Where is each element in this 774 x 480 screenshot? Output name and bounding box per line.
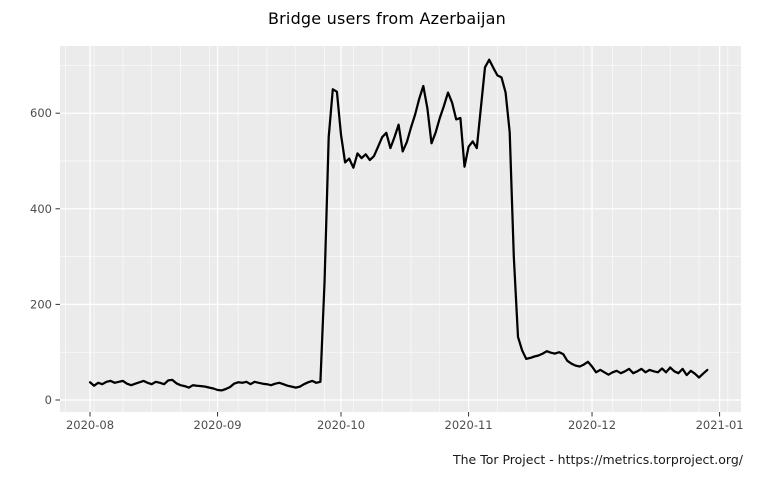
y-tick-label: 400 [30, 202, 52, 216]
x-tick-label: 2020-10 [317, 418, 365, 432]
y-tick-label: 0 [45, 393, 52, 407]
x-tick-label: 2021-01 [696, 418, 744, 432]
chart-caption: The Tor Project - https://metrics.torpro… [452, 452, 743, 467]
plot-panel [60, 46, 741, 412]
x-tick-label: 2020-08 [66, 418, 114, 432]
x-tick-label: 2020-12 [568, 418, 616, 432]
x-tick-label: 2020-11 [445, 418, 493, 432]
x-tick-label: 2020-09 [194, 418, 242, 432]
chart-title: Bridge users from Azerbaijan [267, 9, 507, 28]
y-tick-label: 600 [30, 106, 52, 120]
data-line [88, 58, 709, 392]
y-tick-label: 200 [30, 297, 52, 311]
